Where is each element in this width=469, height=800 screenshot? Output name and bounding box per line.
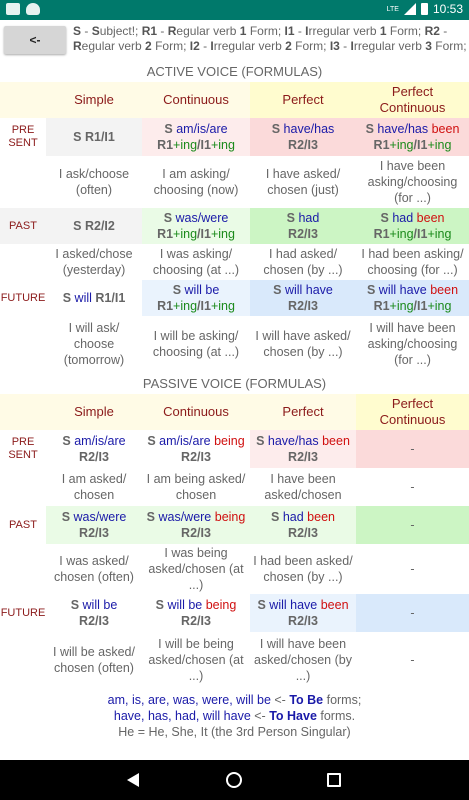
- active-future-formula-row: FUTURE S will R1/I1 S will be R1+ing/I1+i…: [0, 280, 469, 316]
- passive-present-formula-row: PRE SENT S am/is/are R2/I3 S am/is/are bei…: [0, 430, 469, 468]
- footer-notes: am, is, are, was, were, will be <- To Be…: [0, 692, 469, 740]
- android-icon: [26, 3, 40, 15]
- row-label-past: PAST: [0, 208, 46, 244]
- col-header-perfect-continuous: Perfect Continuous: [356, 82, 469, 118]
- active-past-example-row: I asked/chose (yesterday) I was asking/ …: [0, 244, 469, 280]
- example-cell: I had asked/ chosen (by ...): [263, 247, 343, 277]
- formula-cell: S have/has R2/I3: [250, 118, 356, 156]
- clock: 10:53: [432, 2, 463, 16]
- battery-icon: [420, 3, 428, 15]
- formula-cell: S will have R2/I3: [250, 280, 356, 316]
- example-cell: I will be asking/ choosing (at ...): [152, 329, 240, 359]
- row-label-past: PAST: [9, 518, 37, 531]
- nav-home-icon[interactable]: [226, 772, 242, 788]
- formula-cell: S have/has been R1+ing/I1+ing: [356, 118, 469, 156]
- back-button[interactable]: <-: [4, 26, 66, 54]
- example-cell: -: [410, 562, 415, 576]
- row-label-present: PRE SENT: [8, 436, 38, 461]
- nav-recent-apps-icon[interactable]: [327, 773, 341, 787]
- example-cell: I will have been asking/choosing (for ..…: [367, 321, 458, 367]
- passive-present-example-row: I am asked/ chosen I am being asked/ cho…: [0, 468, 469, 506]
- abbreviation-legend: S - Subject!; R1 - Regular verb 1 Form; …: [73, 24, 467, 53]
- example-cell: I have been asked/chosen: [264, 472, 342, 502]
- passive-header-row: Simple Continuous Perfect Perfect Contin…: [0, 394, 469, 430]
- formula-cell: S will be R2/I3: [70, 598, 118, 628]
- notification-icon: [6, 3, 20, 15]
- example-cell: I have asked/ chosen (just): [265, 167, 341, 197]
- col-header-simple: Simple: [46, 394, 142, 430]
- formula-cell: S was/were being R2/I3: [142, 506, 250, 544]
- col-header-perfect-continuous: Perfect Continuous: [356, 394, 469, 430]
- example-cell: I had been asking/ choosing (for ...): [361, 247, 464, 277]
- formula-cell: S will have been R1+ing/I1+ing: [356, 280, 469, 316]
- example-cell: I asked/chose (yesterday): [55, 247, 133, 277]
- example-cell: I had been asked/ chosen (by ...): [253, 554, 353, 584]
- he-note: He = He, She, It (the 3rd Person Singula…: [118, 725, 351, 739]
- col-header-continuous: Continuous: [142, 394, 250, 430]
- row-label-future: FUTURE: [0, 291, 46, 304]
- col-header-perfect: Perfect: [250, 82, 356, 118]
- example-cell: I was asked/ chosen (often): [54, 554, 134, 584]
- passive-past-example-row: I was asked/ chosen (often) I was being …: [0, 544, 469, 594]
- to-be-note: am, is, are, was, were, will be <- To Be…: [107, 693, 362, 707]
- example-cell: I was asking/ choosing (at ...): [152, 247, 240, 277]
- formula-cell: S R2/I2: [46, 208, 142, 244]
- formula-cell: S had R2/I3: [250, 208, 356, 244]
- active-voice-title: ACTIVE VOICE (FORMULAS): [146, 64, 323, 79]
- col-header-perfect: Perfect: [250, 394, 356, 430]
- row-label-future: FUTURE: [0, 606, 46, 619]
- formula-cell: S R1/I1: [46, 118, 142, 156]
- formula-cell: S will R1/I1: [62, 291, 126, 305]
- top-bar: <- S - Subject!; R1 - Regular verb 1 For…: [0, 20, 469, 62]
- example-cell: I will be asked/ chosen (often): [53, 645, 135, 675]
- nav-back-icon[interactable]: [127, 773, 139, 787]
- example-cell: I am asking/ choosing (now): [153, 167, 239, 197]
- example-cell: I am asked/ chosen: [61, 472, 127, 502]
- col-header-continuous: Continuous: [142, 82, 250, 118]
- formula-cell: -: [356, 506, 469, 544]
- formula-cell: S am/is/are being R2/I3: [147, 434, 245, 464]
- example-cell: I have been asking/choosing (for ...): [367, 159, 458, 205]
- passive-future-formula-row: FUTURE S will be R2/I3 S will be being R2/…: [0, 594, 469, 632]
- formula-cell: S will be being R2/I3: [155, 598, 237, 628]
- formula-cell: S will have been R2/I3: [250, 594, 356, 632]
- navigation-bar: [0, 760, 469, 800]
- example-cell: I will ask/ choose (tomorrow): [63, 321, 125, 367]
- example-cell: I am being asked/ chosen: [146, 472, 246, 502]
- active-past-formula-row: PAST S R2/I2 S was/were R1+ing/I1+ing S h…: [0, 208, 469, 244]
- active-future-example-row: I will ask/ choose (tomorrow) I will be …: [0, 316, 469, 372]
- passive-future-example-row: I will be asked/ chosen (often) I will b…: [0, 632, 469, 688]
- example-cell: -: [410, 653, 415, 667]
- passive-past-formula-row: PAST S was/were R2/I3 S was/were being R2/…: [0, 506, 469, 544]
- status-bar: LTE 10:53: [0, 0, 469, 20]
- formula-cell: S am/is/are R1+ing/I1+ing: [142, 118, 250, 156]
- formula-cell: S had been R1+ing/I1+ing: [356, 208, 469, 244]
- formula-cell: S was/were R1+ing/I1+ing: [142, 208, 250, 244]
- example-cell: I will have asked/ chosen (by ...): [255, 329, 351, 359]
- example-cell: I ask/choose (often): [58, 167, 130, 197]
- formula-cell: S am/is/are R2/I3: [62, 434, 126, 464]
- active-present-example-row: I ask/choose (often) I am asking/ choosi…: [0, 156, 469, 208]
- example-cell: I will be being asked/chosen (at ...): [148, 637, 244, 683]
- formula-cell: -: [356, 594, 469, 632]
- row-label-present: PRE SENT: [8, 124, 38, 149]
- example-cell: I was being asked/chosen (at ...): [148, 546, 244, 592]
- example-cell: I will have been asked/chosen (by ...): [254, 637, 352, 683]
- lte-indicator: LTE: [386, 5, 399, 13]
- formula-cell: S have/has been R2/I3: [250, 430, 356, 468]
- active-present-formula-row: PRE SENT S R1/I1 S am/is/are R1+ing/I1+ing…: [0, 118, 469, 156]
- example-cell: -: [410, 480, 415, 494]
- active-header-row: Simple Continuous Perfect Perfect Contin…: [0, 82, 469, 118]
- col-header-simple: Simple: [46, 82, 142, 118]
- signal-icon: [403, 3, 416, 15]
- formula-cell: S was/were R2/I3: [46, 506, 142, 544]
- formula-cell: S had been R2/I3: [250, 506, 356, 544]
- formula-cell: S will be R1+ing/I1+ing: [142, 280, 250, 316]
- passive-voice-title: PASSIVE VOICE (FORMULAS): [142, 376, 327, 391]
- formula-cell: -: [356, 430, 469, 468]
- to-have-note: have, has, had, will have <- To Have for…: [113, 709, 356, 723]
